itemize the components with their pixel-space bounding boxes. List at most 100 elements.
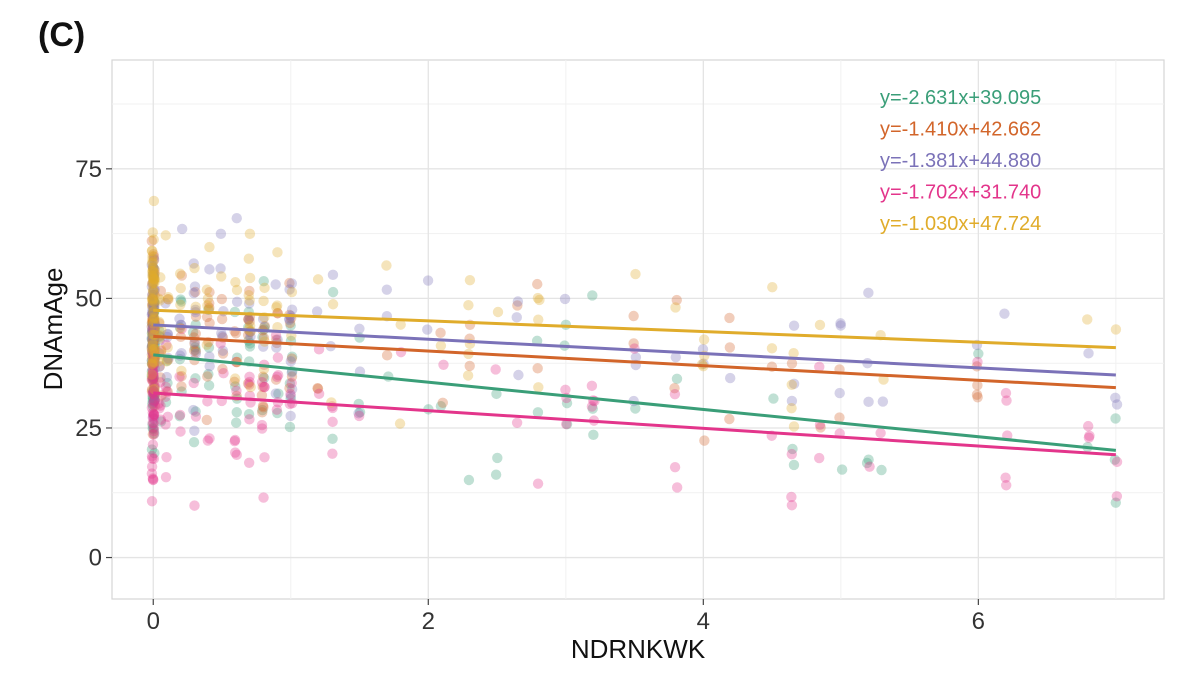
data-point: [190, 301, 201, 312]
data-point: [190, 344, 201, 356]
data-point: [243, 298, 255, 309]
data-point: [148, 342, 160, 354]
data-point: [284, 378, 296, 389]
data-point: [286, 377, 297, 389]
data-point: [155, 416, 167, 427]
data-point: [256, 407, 268, 418]
data-point: [146, 258, 158, 269]
data-point: [259, 320, 270, 332]
data-point: [258, 372, 270, 384]
data-point: [148, 373, 159, 384]
data-point: [491, 388, 502, 400]
data-point: [148, 324, 159, 336]
data-point: [146, 345, 158, 356]
data-point: [836, 464, 848, 475]
data-point: [147, 265, 158, 277]
data-point: [147, 300, 159, 312]
data-point: [272, 369, 284, 381]
data-point: [217, 363, 228, 375]
data-point: [175, 294, 186, 305]
data-point: [147, 263, 159, 274]
data-point: [512, 300, 523, 311]
data-point: [201, 339, 212, 350]
data-point: [1000, 472, 1011, 483]
data-point: [146, 343, 158, 355]
data-point: [835, 318, 846, 329]
data-point: [878, 374, 889, 385]
data-point: [286, 371, 298, 382]
data-point: [147, 254, 158, 265]
data-point: [188, 258, 199, 269]
data-point: [176, 223, 188, 235]
data-point: [215, 263, 226, 274]
data-point: [271, 342, 282, 353]
data-point: [464, 274, 476, 286]
data-point: [286, 353, 298, 364]
regression-line: [153, 334, 1116, 390]
data-point: [149, 298, 160, 309]
data-point: [146, 349, 158, 360]
data-point: [147, 278, 158, 289]
data-point: [148, 337, 159, 348]
data-point: [204, 433, 215, 444]
y-tick-label: 75: [75, 156, 102, 183]
data-point: [147, 300, 158, 312]
data-point: [147, 412, 159, 423]
data-point: [147, 473, 158, 484]
data-point: [149, 300, 160, 312]
data-point: [147, 407, 158, 418]
data-point: [147, 289, 158, 301]
data-point: [148, 409, 160, 420]
data-point: [244, 228, 256, 240]
data-point: [230, 381, 241, 392]
data-point: [146, 369, 158, 380]
data-point: [148, 313, 160, 324]
data-point: [149, 394, 160, 406]
data-point: [146, 366, 158, 377]
data-point: [147, 278, 158, 289]
data-point: [147, 313, 159, 325]
data-point: [216, 293, 228, 305]
regression-line: [153, 308, 1116, 350]
data-point: [630, 403, 641, 414]
data-point: [147, 311, 159, 322]
data-point: [147, 251, 158, 262]
data-point: [463, 474, 475, 486]
data-point: [284, 383, 295, 394]
data-point: [147, 315, 158, 326]
data-point: [669, 382, 680, 394]
data-point: [149, 343, 160, 355]
data-point: [147, 312, 158, 324]
data-point: [174, 410, 185, 422]
data-point: [561, 397, 573, 409]
data-point: [202, 371, 213, 382]
data-point: [630, 268, 641, 280]
data-point: [147, 277, 159, 288]
data-point: [490, 469, 502, 480]
data-point: [814, 319, 826, 331]
data-point: [1111, 491, 1123, 502]
data-point: [174, 409, 186, 421]
data-point: [258, 402, 269, 413]
data-point: [788, 378, 800, 390]
data-point: [146, 461, 158, 472]
data-point: [259, 381, 270, 393]
data-point: [671, 482, 683, 493]
data-point: [155, 285, 167, 297]
data-point: [245, 331, 256, 342]
data-point: [188, 404, 199, 416]
data-point: [161, 371, 172, 383]
data-point: [149, 395, 160, 406]
data-point: [972, 380, 983, 391]
data-point: [148, 425, 160, 437]
data-point: [286, 286, 298, 298]
data-point: [147, 325, 158, 337]
data-point: [190, 411, 202, 422]
data-point: [187, 327, 199, 338]
data-point: [189, 281, 201, 292]
data-point: [148, 195, 160, 207]
data-point: [162, 291, 174, 303]
data-point: [1110, 392, 1121, 404]
data-point: [204, 264, 215, 275]
data-point: [285, 388, 296, 400]
